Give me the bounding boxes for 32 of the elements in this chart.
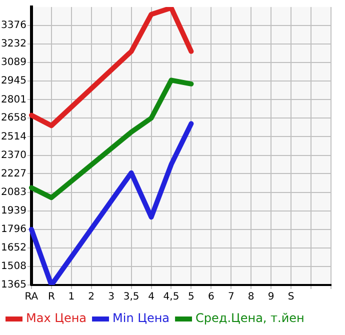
x-tick-label: 6 xyxy=(208,292,214,303)
x-tick-label: 3,5 xyxy=(123,292,140,303)
y-tick-label: 1939 xyxy=(0,206,26,217)
y-tick-label: 2227 xyxy=(0,168,26,180)
x-tick-label: R xyxy=(48,292,55,303)
x-tick-label: 9 xyxy=(268,292,274,303)
x-tick-label: 7 xyxy=(228,292,234,303)
x-tick-label: 8 xyxy=(248,292,254,303)
x-tick-label: 3 xyxy=(108,292,115,303)
y-tick-label: 1365 xyxy=(0,280,26,291)
y-tick-label: 3089 xyxy=(0,57,26,68)
x-tick-label: 4 xyxy=(148,292,154,303)
y-tick-label: 1796 xyxy=(0,224,26,235)
y-tick-label: 2801 xyxy=(0,94,26,106)
x-tick-label: S xyxy=(288,292,294,303)
x-tick-label: 1 xyxy=(68,292,75,303)
x-tick-label: 4,5 xyxy=(163,292,180,303)
y-tick-label: 3232 xyxy=(0,38,26,50)
x-tick-label: RA xyxy=(24,292,38,303)
y-tick-label: 1652 xyxy=(0,242,26,254)
y-tick-label: 2370 xyxy=(0,150,26,161)
y-tick-label: 2083 xyxy=(0,186,26,198)
y-tick-label: 1508 xyxy=(0,261,26,272)
legend-label: Сред.Цена, т.йен xyxy=(196,311,304,326)
y-tick-label: 3376 xyxy=(0,20,26,32)
legend-label: Max Цена xyxy=(26,311,87,326)
x-tick-label: 5 xyxy=(188,292,194,303)
x-tick-label: 2 xyxy=(88,292,95,303)
y-tick-label: 2514 xyxy=(0,131,26,142)
y-tick-label: 2658 xyxy=(0,112,26,124)
legend-label: Min Цена xyxy=(112,311,170,326)
y-tick-label: 2945 xyxy=(0,76,26,87)
